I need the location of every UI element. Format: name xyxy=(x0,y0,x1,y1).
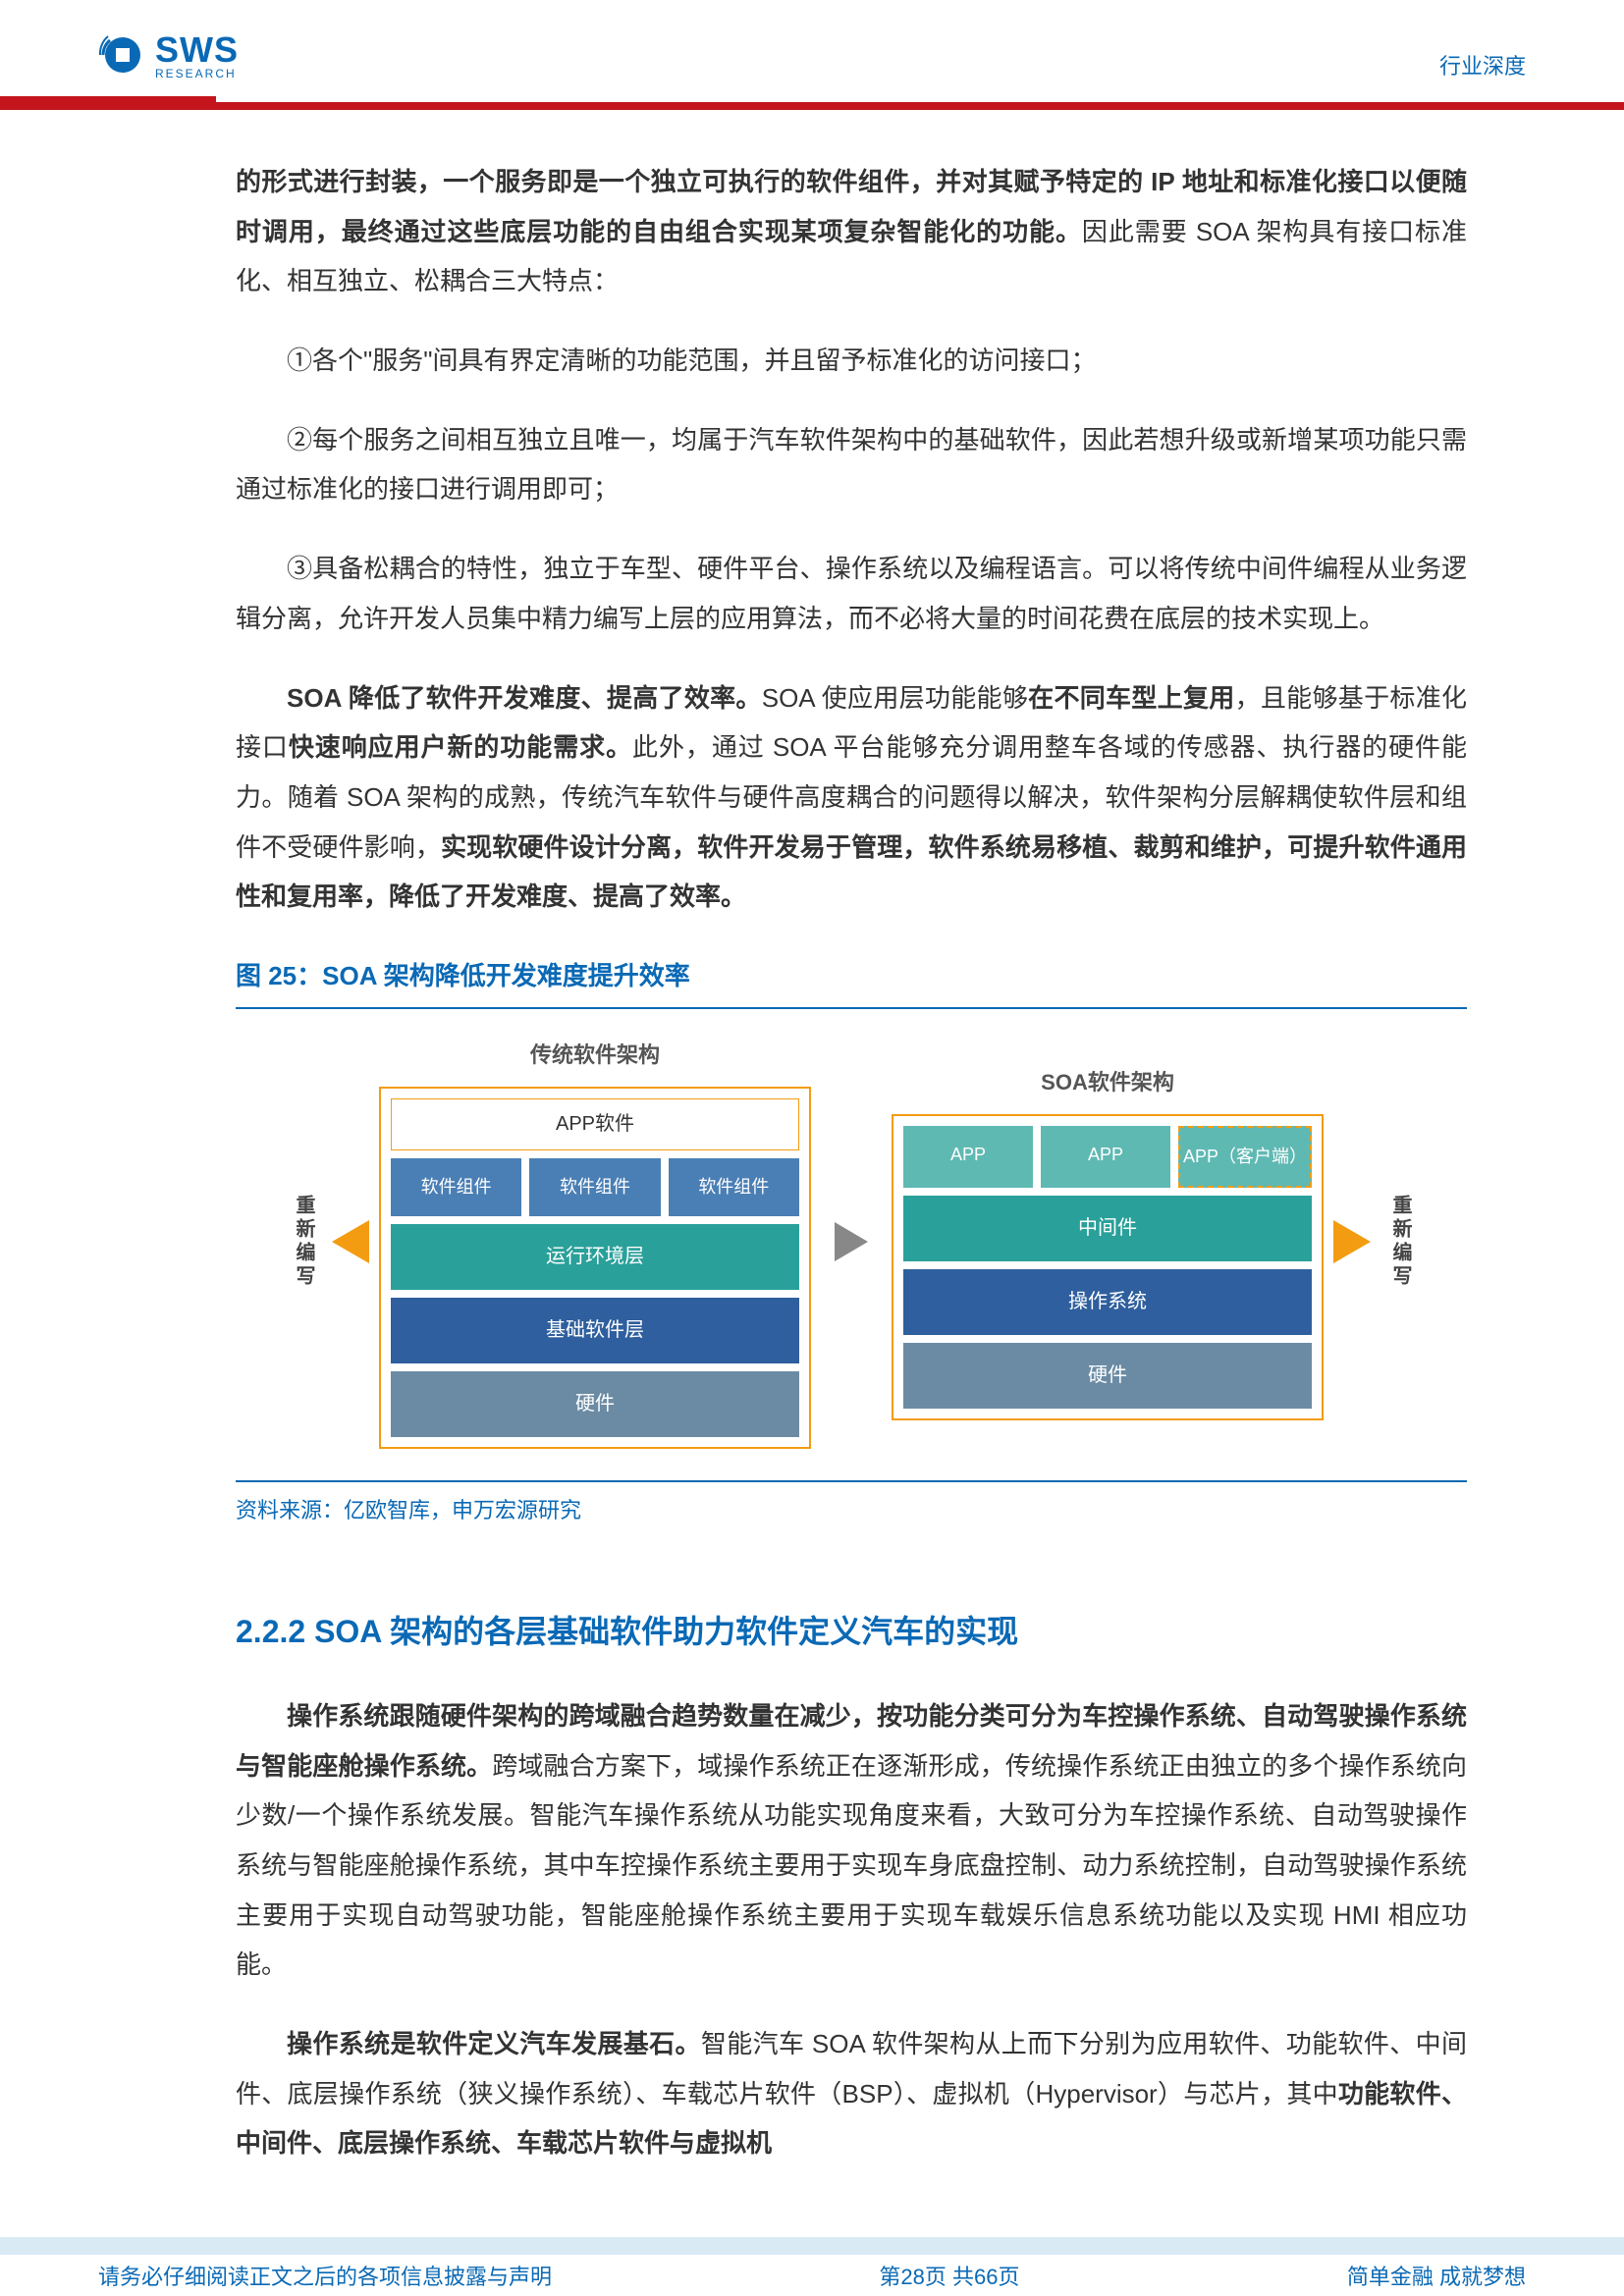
page-footer: 请务必仔细阅读正文之后的各项信息披露与声明 第28页 共66页 简单金融 成就梦… xyxy=(0,2237,1624,2296)
main-content: 的形式进行封装，一个服务即是一个独立可执行的软件组件，并对其赋予特定的 IP 地… xyxy=(236,157,1467,2168)
right-column: SOA软件架构 APP APP APP（客户端） 中间件 操作系统 硬件 xyxy=(892,1062,1324,1420)
s2-paragraph-2: 操作系统是软件定义汽车发展基石。智能汽车 SOA 软件架构从上而下分别为应用软件… xyxy=(236,2019,1467,2168)
logo-text: SWS xyxy=(155,29,239,71)
list-item-2: ②每个服务之间相互独立且唯一，均属于汽车软件架构中的基础软件，因此若想升级或新增… xyxy=(236,415,1467,514)
side-label-left: 重新编写 xyxy=(284,1195,322,1289)
doc-type: 行业深度 xyxy=(1439,49,1526,80)
comp-box-2: 软件组件 xyxy=(529,1158,660,1216)
page-header: SWS RESEARCH 行业深度 xyxy=(0,0,1624,118)
sws-logo-icon xyxy=(98,30,147,80)
list-item-3: ③具备松耦合的特性，独立于车型、硬件平台、操作系统以及编程语言。可以将传统中间件… xyxy=(236,544,1467,643)
s2-p2-b1: 操作系统是软件定义汽车发展基石。 xyxy=(287,2029,701,2058)
app-box-1: APP xyxy=(903,1126,1033,1188)
left-title: 传统软件架构 xyxy=(379,1035,811,1077)
runtime-layer: 运行环境层 xyxy=(391,1224,799,1290)
os-layer: 操作系统 xyxy=(903,1269,1312,1335)
right-stack-wrap: SOA软件架构 APP APP APP（客户端） 中间件 操作系统 硬件 重新编… xyxy=(892,1062,1419,1420)
header-stripe xyxy=(0,96,1624,110)
footer-center: 第28页 共66页 xyxy=(879,2260,1019,2291)
arrow-right-icon xyxy=(1333,1220,1371,1263)
comp-box-1: 软件组件 xyxy=(391,1158,521,1216)
soa-diagram: 重新编写 传统软件架构 APP软件 软件组件 软件组件 软件组件 运行环境层 基… xyxy=(236,1025,1467,1468)
figure-source: 资料来源：亿欧智库，申万宏源研究 xyxy=(236,1480,1467,1532)
s2-paragraph-1: 操作系统跟随硬件架构的跨域融合趋势数量在减少，按功能分类可分为车控操作系统、自动… xyxy=(236,1691,1467,1990)
hw-layer-right: 硬件 xyxy=(903,1343,1312,1409)
traditional-stack: APP软件 软件组件 软件组件 软件组件 运行环境层 基础软件层 硬件 xyxy=(379,1087,811,1449)
mw-layer: 中间件 xyxy=(903,1196,1312,1261)
paragraph-1: 的形式进行封装，一个服务即是一个独立可执行的软件组件，并对其赋予特定的 IP 地… xyxy=(236,157,1467,306)
app-client-box: APP（客户端） xyxy=(1178,1126,1312,1188)
base-layer: 基础软件层 xyxy=(391,1298,799,1363)
logo-subtext: RESEARCH xyxy=(155,67,239,80)
app-row-right: APP APP APP（客户端） xyxy=(903,1126,1312,1188)
p2-b3: 快速响应用户新的功能需求。 xyxy=(289,732,632,762)
figure-title: 图 25：SOA 架构降低开发难度提升效率 xyxy=(236,951,1467,1009)
mid-arrow-icon xyxy=(835,1222,868,1261)
left-stack-wrap: 重新编写 传统软件架构 APP软件 软件组件 软件组件 软件组件 运行环境层 基… xyxy=(284,1035,811,1449)
soa-stack: APP APP APP（客户端） 中间件 操作系统 硬件 xyxy=(892,1114,1324,1420)
app-box-2: APP xyxy=(1041,1126,1170,1188)
footer-right: 简单金融 成就梦想 xyxy=(1347,2260,1526,2291)
right-title: SOA软件架构 xyxy=(892,1062,1324,1104)
side-label-right: 重新编写 xyxy=(1380,1195,1419,1289)
left-column: 传统软件架构 APP软件 软件组件 软件组件 软件组件 运行环境层 基础软件层 … xyxy=(379,1035,811,1449)
footer-left: 请务必仔细阅读正文之后的各项信息披露与声明 xyxy=(98,2260,552,2291)
p2-b2: 在不同车型上复用 xyxy=(1028,683,1234,713)
p2-t1: SOA 使应用层功能能够 xyxy=(762,683,1028,713)
list-item-1: ①各个"服务"间具有界定清晰的功能范围，并且留予标准化的访问接口； xyxy=(236,336,1467,386)
s2-p1-t1: 跨域融合方案下，域操作系统正在逐渐形成，传统操作系统正由独立的多个操作系统向少数… xyxy=(236,1751,1467,1980)
comp-box-3: 软件组件 xyxy=(669,1158,799,1216)
component-row: 软件组件 软件组件 软件组件 xyxy=(391,1158,799,1216)
hw-layer-left: 硬件 xyxy=(391,1371,799,1437)
p2-b1: SOA 降低了软件开发难度、提高了效率。 xyxy=(287,683,762,713)
app-row: APP软件 xyxy=(391,1098,799,1150)
paragraph-2: SOA 降低了软件开发难度、提高了效率。SOA 使应用层功能能够在不同车型上复用… xyxy=(236,673,1467,922)
arrow-left-icon xyxy=(332,1220,369,1263)
logo: SWS RESEARCH xyxy=(98,29,1526,80)
section-2-2-2-title: 2.2.2 SOA 架构的各层基础软件助力软件定义汽车的实现 xyxy=(236,1601,1467,1662)
